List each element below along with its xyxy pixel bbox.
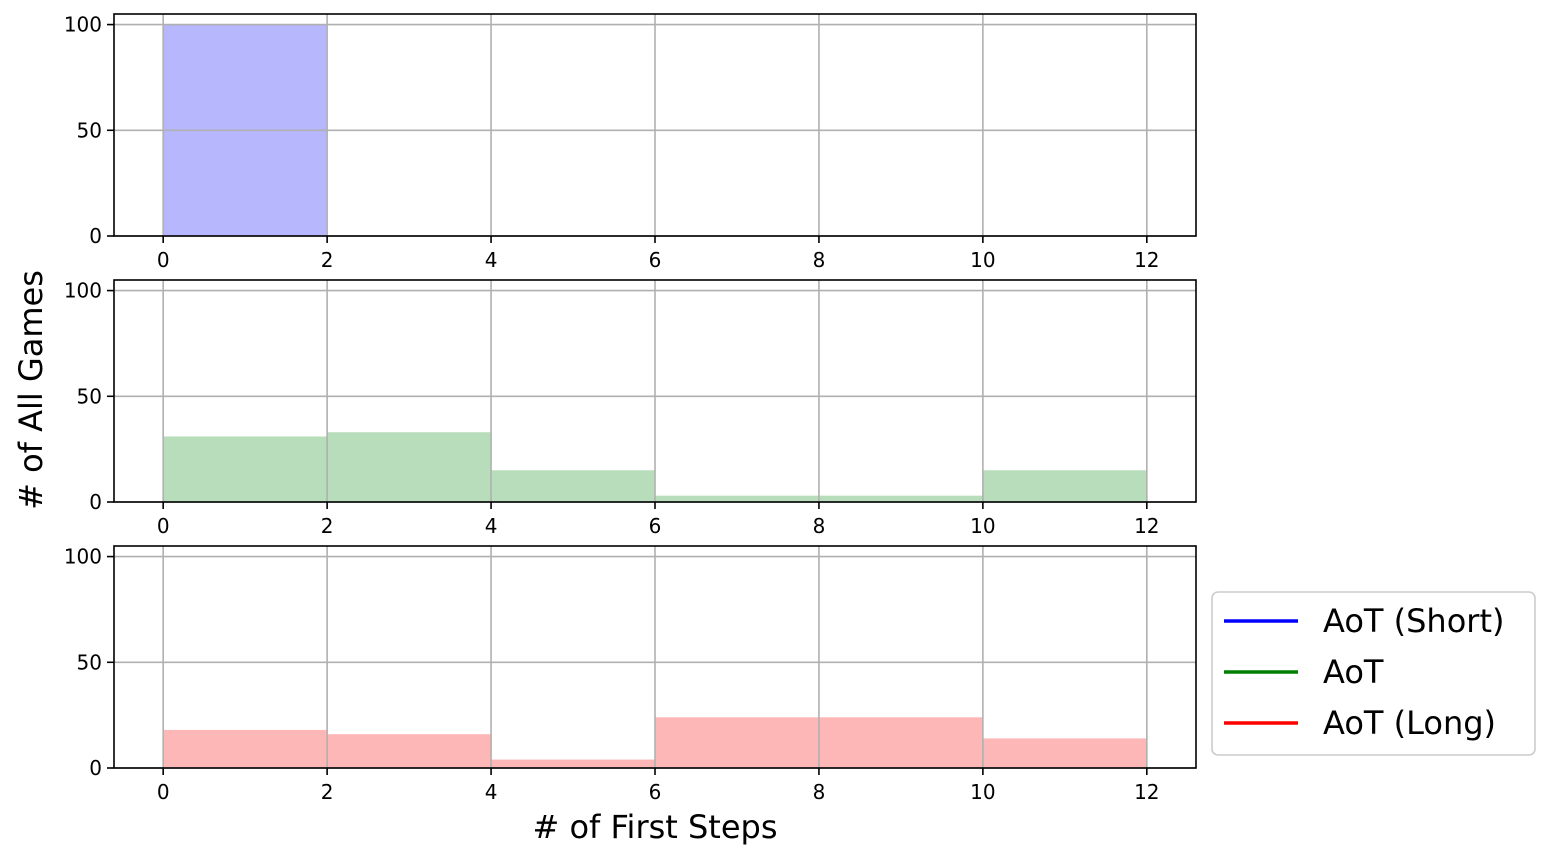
legend: AoT (Short) AoT AoT (Long) [1211,591,1536,756]
x-tick-label: 8 [813,514,826,538]
x-tick-label: 6 [649,514,662,538]
x-tick-label: 10 [970,514,995,538]
y-tick-label: 0 [89,756,102,780]
x-tick-label: 8 [813,780,826,804]
x-tick-label: 4 [485,780,498,804]
x-tick-label: 0 [157,248,170,272]
y-axis-label: # of All Games [12,270,50,510]
x-tick-label: 12 [1134,514,1159,538]
legend-label: AoT (Short) [1323,602,1504,640]
histogram-bar [163,729,328,768]
y-tick-label: 100 [64,279,102,303]
y-tick-label: 0 [89,490,102,514]
x-tick-label: 6 [649,248,662,272]
y-tick-label: 50 [77,650,102,674]
y-tick-label: 100 [64,545,102,569]
y-tick-label: 100 [64,13,102,37]
x-tick-label: 8 [813,248,826,272]
subplot-2: 0 2 4 6 8 10 12 0 50 100 [64,279,1197,538]
legend-frame [1211,591,1536,756]
x-tick-label: 0 [157,780,170,804]
y-tick-label: 50 [77,118,102,142]
histogram-bar [818,717,983,768]
x-tick-label: 2 [321,248,334,272]
y-tick-label: 50 [77,384,102,408]
x-tick-label: 12 [1134,248,1159,272]
histogram-bar [982,738,1147,768]
legend-label: AoT (Long) [1323,704,1496,742]
histogram-bar [163,436,328,502]
histogram-bar [327,432,492,502]
x-tick-label: 2 [321,780,334,804]
x-tick-label: 12 [1134,780,1159,804]
histogram-bar [982,470,1147,502]
histogram-bar [655,717,819,768]
subplot-1: 0 2 4 6 8 10 12 0 50 100 [64,13,1197,272]
x-tick-label: 6 [649,780,662,804]
histogram-bar [655,495,819,502]
histogram-bar [818,495,983,502]
x-tick-label: 0 [157,514,170,538]
histogram-bar [491,759,655,768]
legend-label: AoT [1323,653,1384,691]
x-tick-label: 10 [970,780,995,804]
subplot-3: 0 2 4 6 8 10 12 0 50 100 [64,545,1197,804]
y-tick-label: 0 [89,224,102,248]
x-tick-label: 10 [970,248,995,272]
x-axis-label: # of First Steps [532,808,777,846]
histogram-bar [491,470,655,502]
x-tick-label: 2 [321,514,334,538]
histogram-bar [327,734,492,768]
x-tick-label: 4 [485,248,498,272]
x-tick-label: 4 [485,514,498,538]
